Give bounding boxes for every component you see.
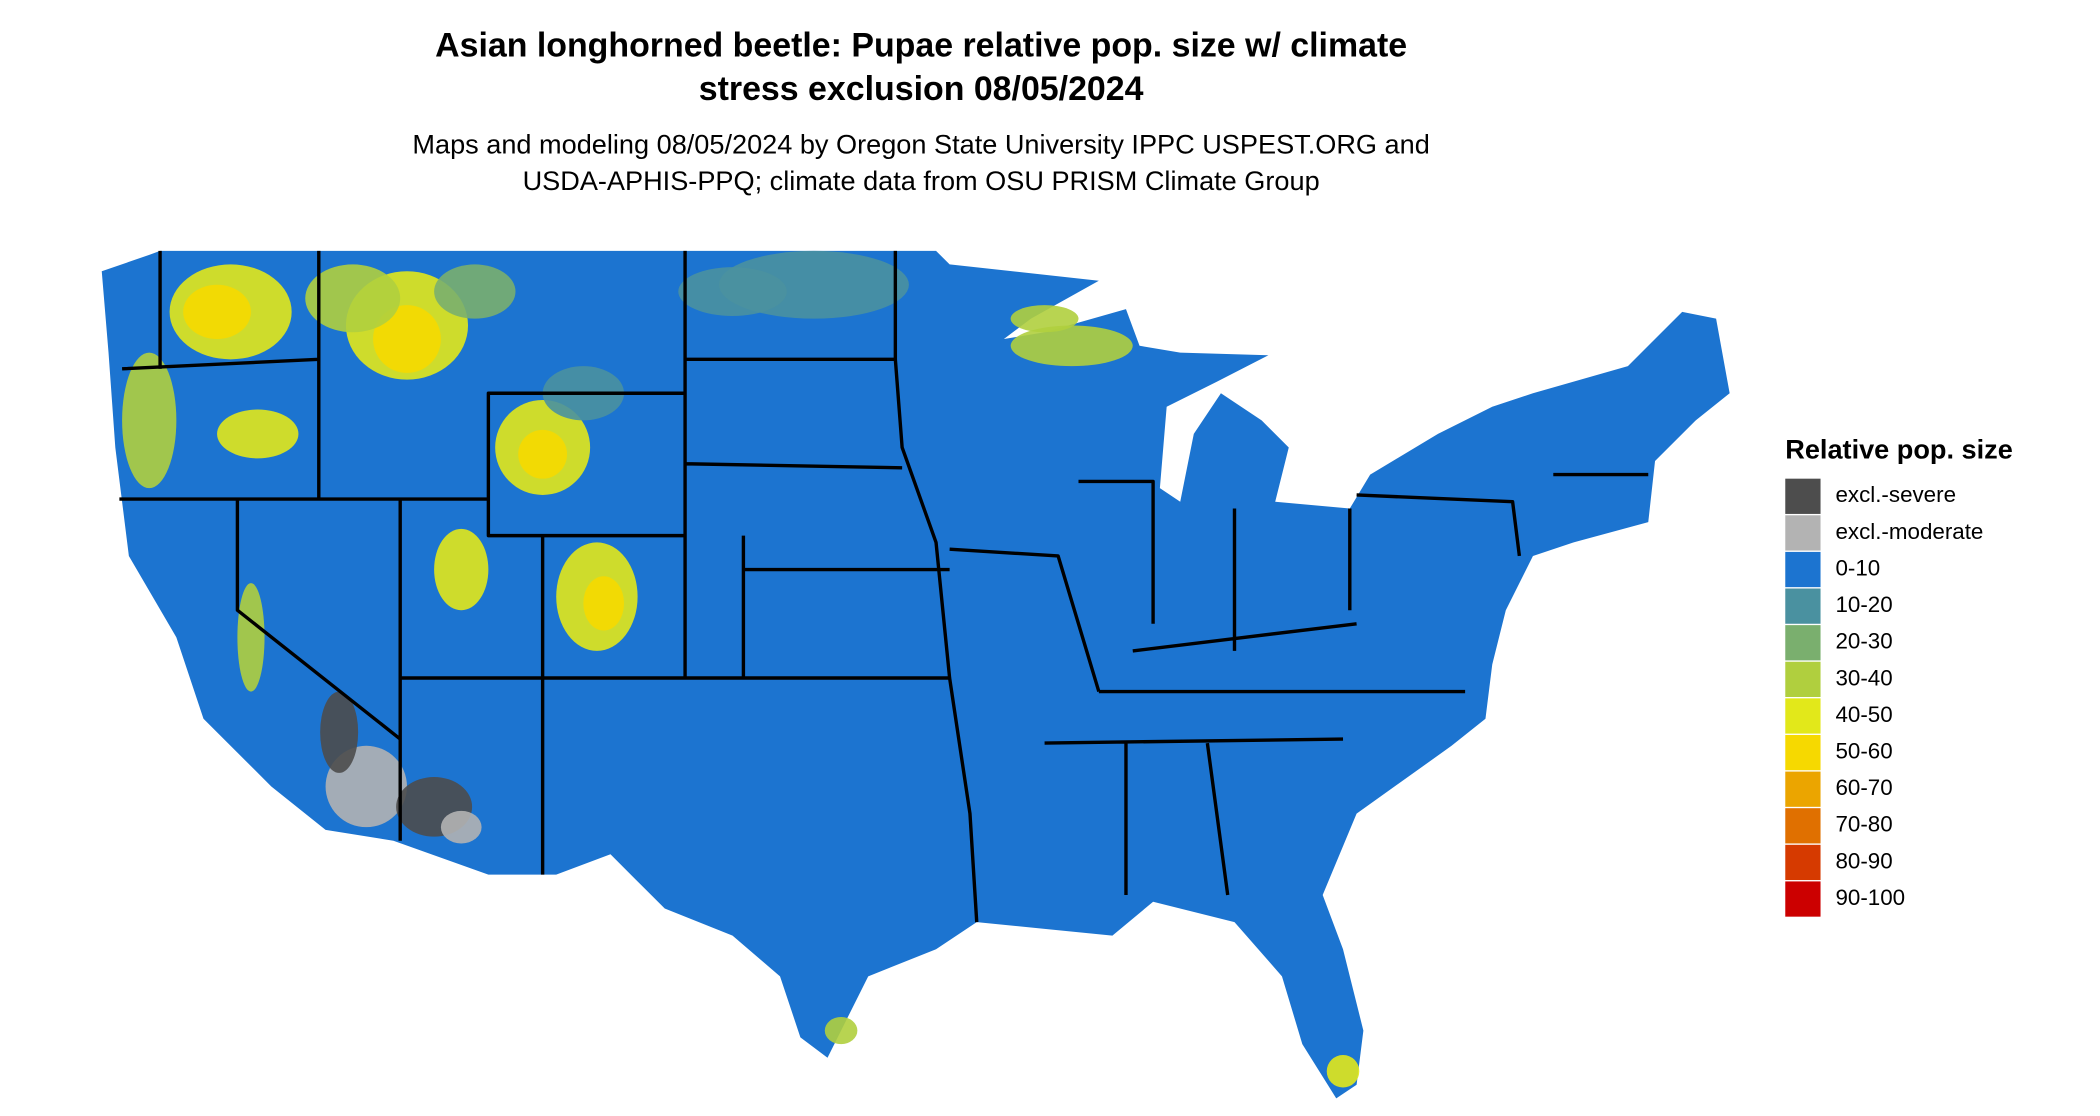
climate-patch [434,264,516,319]
climate-patch [373,305,441,373]
climate-patch [440,810,482,844]
title-line: Asian longhorned beetle: Pupae relative … [435,26,1407,64]
climate-patch [1010,325,1133,367]
legend-label: excl.-severe [1835,482,1956,507]
legend-label: 50-60 [1835,738,1892,763]
legend-swatch [1785,844,1821,881]
climate-patch [320,691,359,773]
legend-swatch [1785,881,1821,917]
legend-label: 20-30 [1835,629,1892,654]
legend-label: 10-20 [1835,592,1892,617]
climate-patch [122,352,177,489]
climate-patches [122,250,1360,1088]
legend-swatch [1785,734,1821,771]
state-borders [119,250,1649,923]
legend-label: 0-10 [1835,555,1880,580]
climate-patch [237,583,265,692]
climate-patch [1010,305,1079,333]
legend-swatch [1785,808,1821,844]
climate-patch [183,284,251,340]
subtitle-line: USDA-APHIS-PPQ; climate data from OSU PR… [523,165,1320,196]
subtitle-line: Maps and modeling 08/05/2024 by Oregon S… [412,129,1429,160]
climate-patch [583,576,625,631]
legend-swatch [1785,515,1821,551]
climate-patch [518,429,568,479]
map [101,250,1730,1099]
legend-swatch [1785,478,1821,514]
legend-label: 90-100 [1835,885,1905,910]
climate-patch [824,1017,858,1045]
climate-patch [305,264,401,333]
us-outline [101,250,1730,1099]
climate-patch [1326,1054,1360,1088]
legend-label: 30-40 [1835,665,1892,690]
legend-swatch [1785,551,1821,588]
legend-label: 40-50 [1835,702,1892,727]
climate-patch [217,409,299,459]
legend-title: Relative pop. size [1785,434,2013,465]
legend-swatch [1785,771,1821,807]
legend-swatch [1785,661,1821,697]
climate-patch [678,267,787,316]
legend-swatch [1785,698,1821,734]
legend-swatch [1785,588,1821,624]
legend: Relative pop. size excl.-severe excl.-mod… [1785,434,2013,917]
legend-label: 60-70 [1835,775,1892,800]
climate-patch [434,528,489,611]
title-line: stress exclusion 08/05/2024 [699,70,1144,108]
legend-label: 80-90 [1835,848,1892,873]
legend-label: 70-80 [1835,812,1892,837]
legend-swatch [1785,625,1821,661]
legend-label: excl.-moderate [1835,519,1983,544]
